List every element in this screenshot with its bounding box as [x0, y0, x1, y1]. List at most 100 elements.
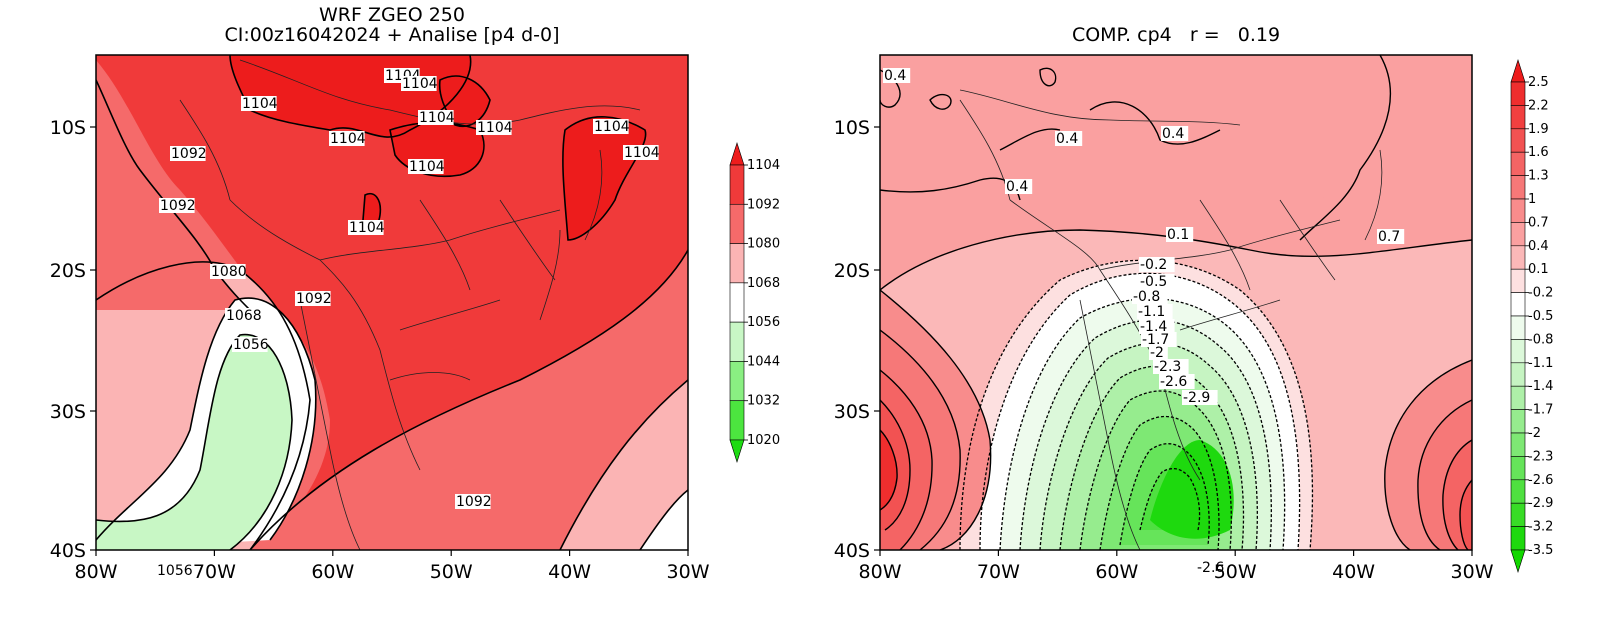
contour-label: -0.5 [1140, 274, 1167, 290]
colorbar-label: -0.5 [1528, 309, 1553, 324]
contour-label: 1104 [330, 131, 366, 147]
contour-label: 1092 [296, 291, 332, 307]
colorbar-swatch [1510, 268, 1526, 293]
x-tick-label: 40W [1332, 561, 1375, 583]
x-tick-label: 80W [75, 561, 118, 583]
right-title: COMP. cp4 r = 0.19 [1072, 24, 1280, 46]
contour-label-bg [476, 120, 512, 135]
colorbar-swatch [1510, 151, 1526, 176]
colorbar-label: 0.1 [1528, 262, 1549, 277]
contour-label: -2 [1150, 345, 1164, 361]
contour-label: 1092 [171, 146, 207, 162]
contour-label-bg [1159, 374, 1195, 389]
contour-label: 1092 [160, 198, 196, 214]
colorbar-swatch [729, 164, 745, 205]
colorbar-swatch [729, 321, 745, 362]
contour-label-bg [883, 68, 911, 83]
colorbar-swatch [1510, 502, 1526, 527]
colorbar-swatch [1510, 479, 1526, 504]
contour-label-bg [408, 159, 444, 174]
contour-label: 1104 [624, 145, 660, 161]
colorbar-label: -1.7 [1528, 403, 1553, 418]
x-tick-label: 30W [667, 561, 710, 583]
y-tick-label: 40S [834, 540, 870, 562]
contour-label-bg [593, 119, 629, 134]
contour-label-bg [1137, 304, 1173, 319]
contour-label-bg [170, 146, 206, 161]
contour-label-bg [1149, 345, 1168, 360]
colorbar-swatch [1510, 105, 1526, 130]
colorbar-label: 2.5 [1528, 75, 1549, 90]
colorbar-label: 0.7 [1528, 215, 1549, 230]
contour-label-bg [455, 494, 491, 509]
contour-label: 1104 [409, 159, 445, 175]
contour-label-bg [1166, 227, 1194, 242]
contour-label: 1104 [402, 76, 438, 92]
x-tick-label: 50W [430, 561, 473, 583]
contour-label: -0.2 [1140, 257, 1167, 273]
colorbar-swatch [1510, 292, 1526, 317]
contour-label-bg [418, 110, 454, 125]
colorbar-swatch [729, 361, 745, 402]
left-colorbar: 1104 1092 1080 1068 1056 1044 1032 1020 [729, 142, 780, 463]
contour-label-bg [1139, 257, 1175, 272]
colorbar-top-arrow [1510, 59, 1526, 83]
contour-label-bg [1132, 289, 1168, 304]
colorbar-label: -1.1 [1528, 356, 1553, 371]
colorbar-label: -1.4 [1528, 379, 1553, 394]
right-map-frame [879, 54, 1473, 551]
colorbar-label: 1080 [747, 237, 780, 252]
contour-label: 1104 [419, 110, 455, 126]
x-tick-label: 70W [977, 561, 1020, 583]
x-tick-label: 40W [548, 561, 591, 583]
colorbar-label: -2.9 [1528, 496, 1553, 511]
colorbar-swatch [1510, 362, 1526, 387]
contour-label: 1068 [226, 308, 262, 324]
colorbar-swatch [1510, 198, 1526, 223]
colorbar-label: 2.2 [1528, 98, 1549, 113]
colorbar-label: -3.2 [1528, 520, 1553, 535]
contour-label-bg [241, 96, 277, 111]
contour-label-bg [156, 563, 192, 578]
contour-label: 1104 [477, 120, 513, 136]
y-tick-label: 30S [834, 401, 870, 423]
left-panel: WRF ZGEO 250 CI:00z16042024 + Analise [p… [50, 4, 780, 583]
contour-label-bg [1055, 131, 1083, 146]
left-y-axis: 10S 20S 30S 40S [50, 117, 96, 562]
contour-label: -1.7 [1142, 332, 1169, 348]
colorbar-swatch [1510, 385, 1526, 410]
left-x-axis: 80W 70W 60W 50W 40W 30W [75, 550, 710, 583]
contour-label-bg [348, 220, 384, 235]
right-y-axis: 10S 20S 30S 40S [834, 117, 880, 562]
colorbar-swatch [1510, 175, 1526, 200]
colorbar-label: -0.2 [1528, 286, 1553, 301]
right-x-axis: 80W 70W 60W 50W 40W 30W [859, 550, 1494, 583]
colorbar-swatch [1510, 81, 1526, 106]
contour-label: 0.1 [1167, 227, 1189, 243]
colorbar-label: -2.3 [1528, 449, 1553, 464]
colorbar-swatch [1510, 128, 1526, 153]
contour-label: 0.4 [884, 68, 906, 84]
contour-label: 1092 [456, 494, 492, 510]
contour-label: -2.6 [1160, 374, 1187, 390]
left-title-line1: WRF ZGEO 250 [319, 4, 465, 26]
x-tick-label: 80W [859, 561, 902, 583]
contour-label: 1104 [594, 119, 630, 135]
colorbar-label: 1 [1528, 192, 1536, 207]
right-colorbar: 2.5 2.2 1.9 1.6 1.3 1 0.7 0.4 0.1 -0.2 -0.5 -0.8 -1.… [1510, 59, 1553, 573]
contour-label-bg [329, 131, 365, 146]
contour-label: 0.7 [1378, 229, 1400, 245]
colorbar-swatch [1510, 339, 1526, 364]
contour-label: 0.4 [1162, 126, 1184, 142]
colorbar-label: 1.9 [1528, 122, 1549, 137]
left-title-line2: CI:00z16042024 + Analise [p4 d-0] [224, 24, 559, 46]
colorbar-label: 1092 [747, 197, 780, 212]
colorbar-label: -2.6 [1528, 473, 1553, 488]
colorbar-label: -2 [1528, 426, 1541, 441]
left-contour-labels: 1104110411041104110411041104110411041104… [156, 68, 660, 579]
contour-label-bg [232, 337, 268, 352]
contour-label: 0.4 [1006, 179, 1028, 195]
colorbar-label: 1.6 [1528, 145, 1549, 160]
colorbar-label: 0.4 [1528, 239, 1549, 254]
contour-label-bg [1139, 319, 1175, 334]
